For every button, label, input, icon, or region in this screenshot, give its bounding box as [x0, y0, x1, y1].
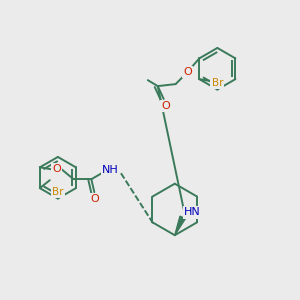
- Text: NH: NH: [102, 165, 118, 175]
- Text: O: O: [52, 164, 61, 174]
- Text: HN: HN: [184, 207, 201, 218]
- Text: O: O: [90, 194, 99, 204]
- Text: O: O: [161, 101, 170, 111]
- Polygon shape: [175, 216, 185, 235]
- Text: Br: Br: [212, 78, 223, 88]
- Text: O: O: [183, 67, 192, 77]
- Text: Br: Br: [52, 187, 64, 196]
